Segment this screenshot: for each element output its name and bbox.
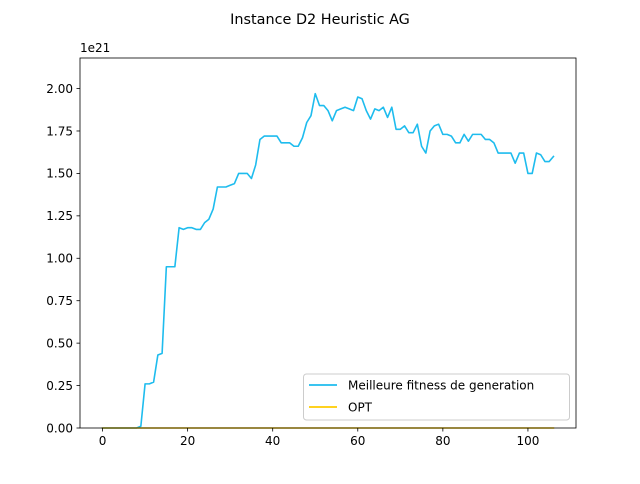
x-tick-label: 80	[435, 434, 450, 448]
axes-layer: 0 20 40 60 80 100 0.00 0.25 0.50 0.75 1.00 1.25 1.50…	[46, 82, 539, 448]
y-tick-label: 0.50	[46, 336, 73, 350]
legend-label-fitness: Meilleure fitness de generation	[348, 379, 534, 393]
legend: Meilleure fitness de generation OPT	[303, 373, 570, 421]
chart-title: Instance D2 Heuristic AG	[230, 12, 410, 28]
y-tick-label: 1.50	[46, 167, 73, 181]
x-tick-label: 40	[265, 434, 280, 448]
legend-label-opt: OPT	[348, 401, 373, 415]
plot-area	[80, 58, 576, 428]
x-tick-label: 100	[516, 434, 539, 448]
series-line-fitness	[101, 92, 555, 429]
x-tick-label: 60	[350, 434, 365, 448]
x-tick-label: 0	[99, 434, 107, 448]
x-tick-label: 20	[180, 434, 195, 448]
y-tick-label: 1.75	[46, 124, 73, 138]
y-tick-label: 2.00	[46, 82, 73, 96]
y-tick-label: 0.75	[46, 294, 73, 308]
y-tick-label: 1.25	[46, 209, 73, 223]
plot-frame	[79, 57, 577, 429]
legend-frame	[303, 373, 570, 421]
y-tick-label: 1.00	[46, 252, 73, 266]
y-offset-label: 1e21	[80, 41, 110, 55]
y-tick-label: 0.00	[46, 421, 73, 435]
y-tick-label: 0.25	[46, 379, 73, 393]
